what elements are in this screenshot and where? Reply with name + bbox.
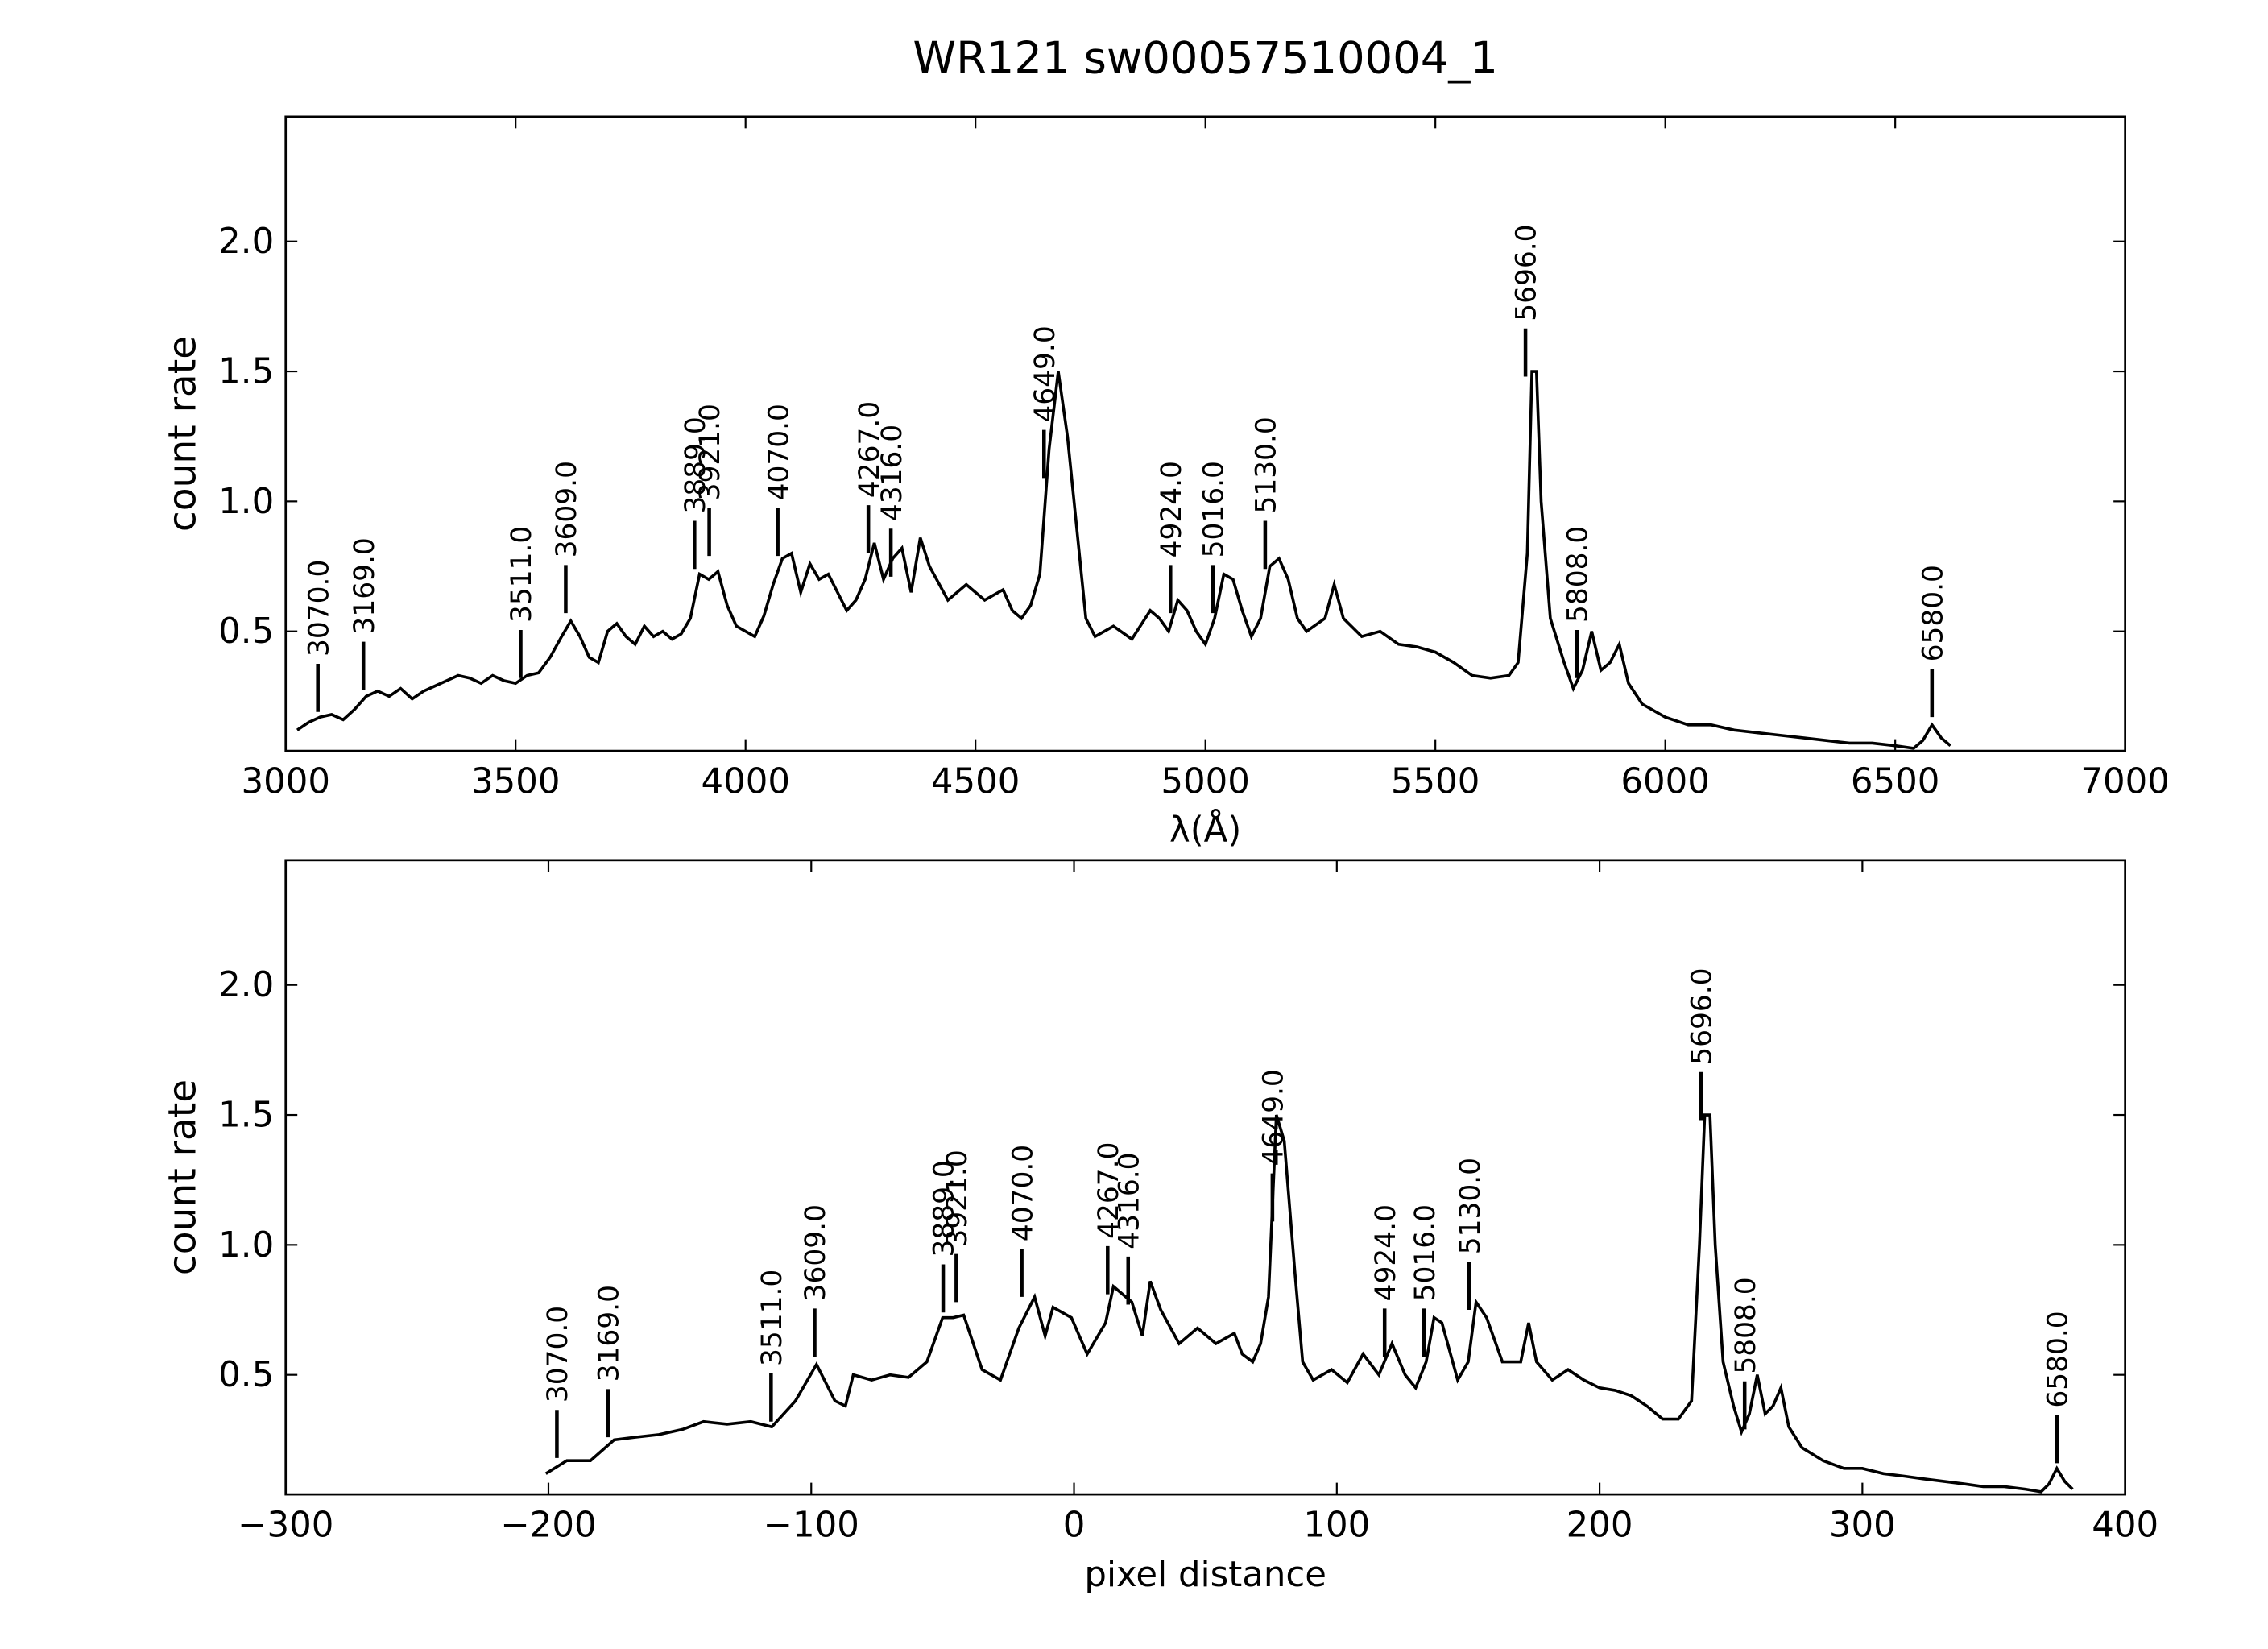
line-label: 4924.0 <box>1370 1204 1402 1301</box>
x-tick-label: 400 <box>2092 1506 2158 1546</box>
line-label: 3511.0 <box>756 1270 788 1366</box>
x-tick-label: 300 <box>1829 1506 1896 1546</box>
line-label: 3609.0 <box>800 1204 832 1301</box>
x-tick-label: −300 <box>238 1506 333 1546</box>
x-tick-label: −100 <box>764 1506 859 1546</box>
line-label: 5696.0 <box>1687 967 1719 1064</box>
x-tick-label: 100 <box>1303 1506 1370 1546</box>
line-label: 6580.0 <box>1917 565 1949 661</box>
line-label: 4070.0 <box>1007 1145 1039 1241</box>
x-tick-label: 3000 <box>241 762 330 802</box>
line-label: 3921.0 <box>694 404 726 500</box>
y-tick-label: 0.5 <box>218 611 274 652</box>
x-tick-label: 6000 <box>1620 762 1710 802</box>
line-label: 3070.0 <box>542 1306 574 1402</box>
y-tick-label: 2.0 <box>218 965 274 1005</box>
y-tick-label: 1.5 <box>218 1096 274 1136</box>
y-tick-label: 0.5 <box>218 1355 274 1395</box>
line-label: 3889.0 <box>680 416 712 513</box>
line-label: 5808.0 <box>1730 1277 1762 1373</box>
x-axis-label: λ(Å) <box>1169 809 1241 850</box>
line-label: 4316.0 <box>1113 1153 1145 1249</box>
line-label: 4649.0 <box>1029 325 1062 422</box>
line-label: 3070.0 <box>303 560 335 657</box>
x-tick-label: 200 <box>1566 1506 1633 1546</box>
x-tick-label: 3500 <box>471 762 561 802</box>
x-tick-label: 5000 <box>1161 762 1250 802</box>
y-tick-label: 1.5 <box>218 352 274 392</box>
x-tick-label: 6500 <box>1851 762 1940 802</box>
y-axis-label: count rate <box>161 336 205 532</box>
line-label: 3169.0 <box>593 1285 625 1382</box>
axes-frame <box>284 859 2126 1496</box>
chart-title: WR121 sw00057510004_1 <box>913 33 1498 84</box>
x-tick-label: −200 <box>500 1506 596 1546</box>
line-label: 3889.0 <box>929 1160 961 1257</box>
y-tick-label: 1.0 <box>218 482 274 522</box>
line-label: 4267.0 <box>854 401 886 498</box>
line-label: 4924.0 <box>1156 461 1188 557</box>
line-label: 4070.0 <box>763 404 795 500</box>
line-label: 5130.0 <box>1251 416 1283 513</box>
x-tick-label: 0 <box>1063 1506 1086 1546</box>
line-label: 3169.0 <box>349 537 381 634</box>
x-tick-label: 4500 <box>931 762 1020 802</box>
line-label: 6580.0 <box>2042 1311 2074 1407</box>
line-label: 3921.0 <box>942 1150 974 1246</box>
y-tick-label: 2.0 <box>218 222 274 262</box>
spectrum-line <box>296 370 1951 750</box>
axes-frame <box>284 115 2126 752</box>
line-label: 4649.0 <box>1258 1069 1290 1166</box>
x-tick-label: 7000 <box>2080 762 2170 802</box>
line-label: 4316.0 <box>876 425 908 521</box>
line-label: 5696.0 <box>1511 224 1543 321</box>
x-axis-label: pixel distance <box>1084 1555 1326 1595</box>
spectrum-line <box>544 1113 2074 1494</box>
line-label: 3609.0 <box>551 461 583 557</box>
x-tick-label: 4000 <box>701 762 790 802</box>
line-label: 5808.0 <box>1562 526 1595 623</box>
line-label: 5016.0 <box>1409 1204 1442 1301</box>
y-axis-label: count rate <box>161 1079 205 1275</box>
y-tick-label: 1.0 <box>218 1225 274 1266</box>
x-tick-label: 5500 <box>1391 762 1480 802</box>
line-label: 4267.0 <box>1093 1142 1125 1239</box>
line-label: 5016.0 <box>1198 461 1230 557</box>
line-label: 5130.0 <box>1455 1158 1487 1254</box>
line-label: 3511.0 <box>506 526 538 623</box>
